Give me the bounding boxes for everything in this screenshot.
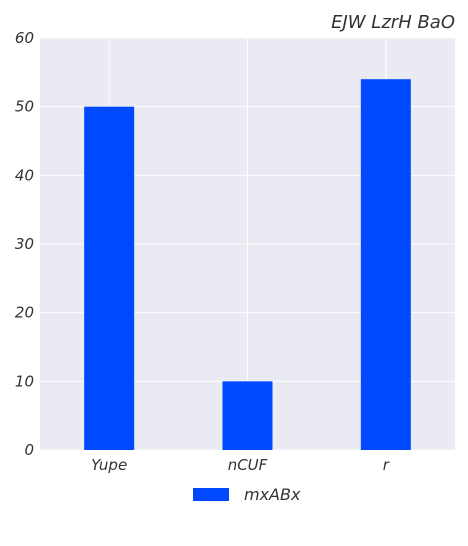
bars <box>84 79 411 451</box>
y-axis-ticks: 0 10 20 30 40 50 60 <box>15 29 34 459</box>
x-tick-label: Yupe <box>91 456 127 474</box>
bar-nCUF <box>222 381 273 450</box>
y-tick-label: 0 <box>24 441 34 459</box>
x-tick-label: nCUF <box>228 456 268 474</box>
y-tick-label: 40 <box>15 166 34 184</box>
y-tick-label: 10 <box>15 372 34 390</box>
x-axis-ticks: Yupe nCUF r <box>91 456 390 474</box>
x-tick-label: r <box>383 456 390 474</box>
legend-label: mxABx <box>244 485 301 504</box>
bar-Yupe <box>84 106 135 451</box>
y-tick-label: 50 <box>15 98 34 116</box>
legend: mxABx <box>193 485 301 504</box>
y-tick-label: 60 <box>15 29 34 47</box>
legend-swatch <box>193 488 229 501</box>
chart-title: EJW LzrH BaO <box>331 12 455 33</box>
bar-r <box>360 79 411 450</box>
y-tick-label: 20 <box>15 304 34 322</box>
y-tick-label: 30 <box>15 235 34 253</box>
